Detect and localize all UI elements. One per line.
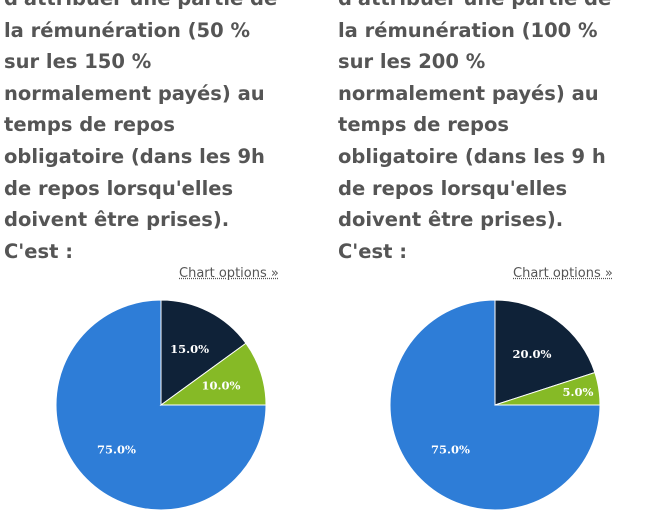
question-text: d'attribuer une partie de la rémunératio… [338, 0, 611, 263]
pie-slice [159, 342, 267, 406]
pie-slice [160, 299, 247, 406]
pie-chart: 75.0% 20.0% 5.0% [389, 299, 601, 511]
pie-slice [494, 299, 596, 406]
pie-slice-label: 75.0% [97, 443, 136, 457]
pie-slice-label: 10.0% [201, 379, 240, 393]
poll-left: d'attribuer une partie de la rémunératio… [4, 0, 314, 511]
question-text: d'attribuer une partie de la rémunératio… [4, 0, 277, 263]
chart-options-link[interactable]: Chart options » [513, 266, 613, 281]
pie-slice-label: 15.0% [170, 342, 209, 356]
pie-slice [494, 371, 601, 406]
pie-slice-label: 20.0% [513, 347, 552, 361]
pie-chart: 75.0% 15.0% 10.0% [55, 299, 267, 511]
pie-slice [389, 299, 601, 511]
pie-slice-label: 75.0% [431, 443, 470, 457]
pie-slice [55, 299, 267, 511]
chart-options-link[interactable]: Chart options » [179, 266, 279, 281]
pie-slice-label: 5.0% [562, 385, 593, 399]
poll-right: d'attribuer une partie de la rémunératio… [338, 0, 648, 511]
